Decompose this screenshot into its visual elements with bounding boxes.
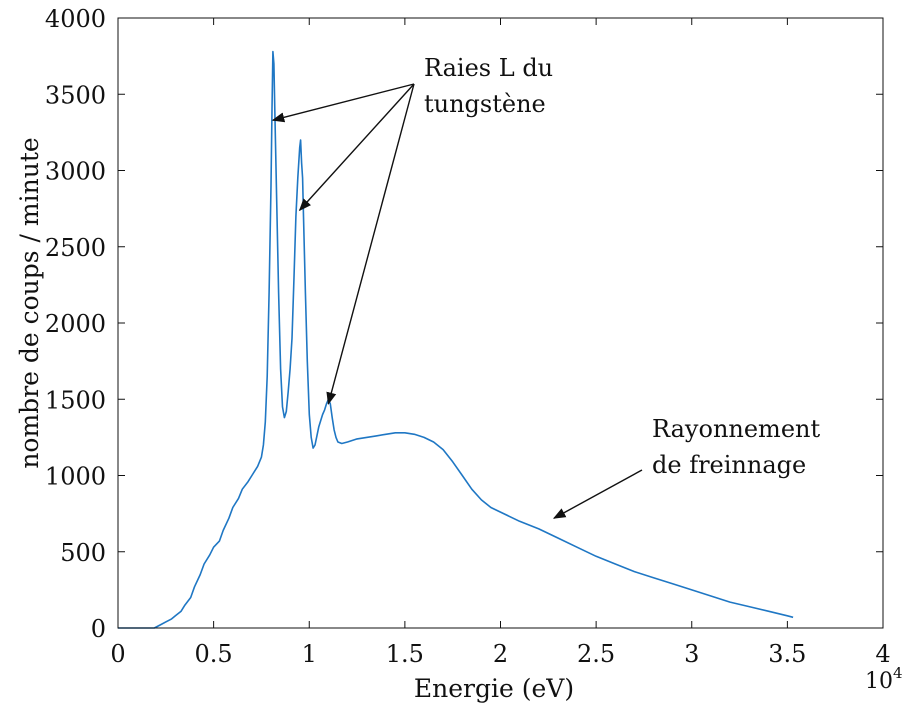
y-tick-label: 0	[91, 615, 106, 643]
x-axis-exponent-power: 4	[893, 664, 903, 682]
annotation-label: Raies L du	[424, 54, 553, 82]
annotation-layer: Raies L du tungstène Rayonnement de freinna…	[271, 54, 820, 519]
annotation-label: de freinnage	[652, 451, 806, 479]
y-tick-label: 2000	[45, 310, 106, 338]
series-line-0	[118, 50, 794, 629]
x-tick-label: 2	[493, 640, 508, 668]
y-tick-label: 3000	[45, 158, 106, 186]
y-tick-label: 500	[60, 539, 106, 567]
x-tick-label: 2.5	[577, 640, 615, 668]
series-layer	[118, 50, 794, 629]
x-tick-label: 0.5	[195, 640, 233, 668]
y-tick-label: 2500	[45, 234, 106, 262]
x-tick-label: 3.5	[768, 640, 806, 668]
x-tick-label: 1	[302, 640, 317, 668]
x-tick-label: 1.5	[386, 640, 424, 668]
y-axis-title: nombre de coups / minute	[15, 137, 44, 468]
x-axis-title: Energie (eV)	[414, 674, 574, 703]
y-tick-label: 4000	[45, 5, 106, 33]
y-tick-label: 1000	[45, 463, 106, 491]
annotation-arrow	[326, 83, 415, 406]
annotation-arrow	[271, 83, 415, 123]
annotation-label: tungstène	[424, 90, 546, 118]
annotation-label: Rayonnement	[652, 415, 820, 443]
annotation-arrow	[298, 83, 415, 212]
annotation-arrow	[552, 469, 643, 519]
x-axis-exponent-base: 10	[865, 669, 893, 694]
y-tick-label: 1500	[45, 386, 106, 414]
x-tick-label: 3	[684, 640, 699, 668]
x-tick-label: 0	[110, 640, 125, 668]
y-tick-label: 3500	[45, 81, 106, 109]
x-axis-exponent: 104	[865, 664, 903, 694]
x-tick-label: 4	[875, 640, 890, 668]
tick-layer: 0 0.5 1 1.5 2 2.5 3 3.5 4 0 500 1000 1500 2000 2500 300…	[45, 5, 891, 668]
